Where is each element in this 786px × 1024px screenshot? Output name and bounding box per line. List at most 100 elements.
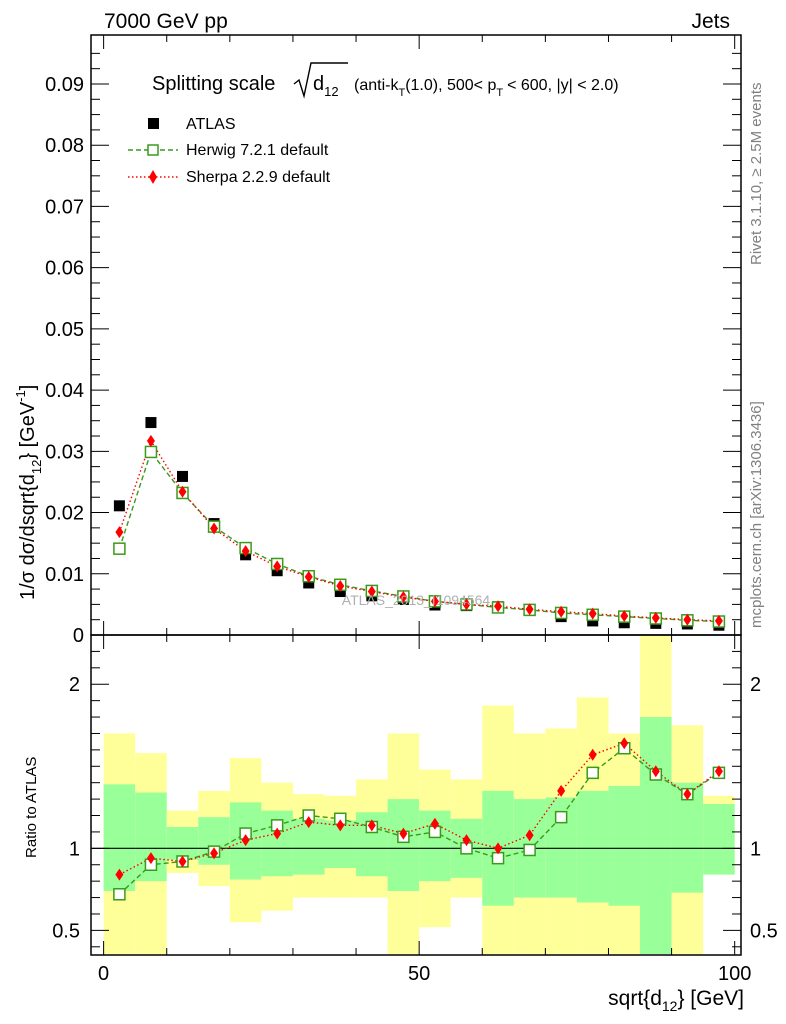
legend-label-sherpa: Sherpa 2.2.9 default [186,169,331,186]
main-point-herwig [144,445,158,459]
ratio-band-inner [608,785,641,906]
y-tick-label: 0.06 [45,258,84,280]
ratio-point-sherpa [714,765,723,778]
main-point-sherpa [304,570,313,583]
x-tick-label: 100 [718,963,751,985]
ratio-point-sherpa [557,784,566,797]
ratio-point-herwig [113,888,126,901]
ratio-band-inner [576,790,609,903]
ratio-point-sherpa [683,788,692,801]
legend-marker-sherpa [149,170,157,184]
ratio-point-sherpa [210,847,219,860]
ratio-point-sherpa [525,829,534,842]
analysis-watermark: ATLAS_2013_I1094564 [342,592,491,608]
ratio-point-sherpa [651,765,660,778]
ratio-bands [103,636,735,954]
y-tick-label: 0.07 [45,196,84,218]
ratio-point-sherpa [304,816,313,829]
x-tick-label: 0 [98,963,109,985]
ratio-band-inner [292,818,325,875]
ratio-point-sherpa [430,817,439,830]
x-axis-label: sqrt{d12} [GeV] [608,987,744,1014]
y-tick-label: 0.05 [45,319,84,341]
main-point-sherpa [620,610,629,623]
ratio-point-sherpa [178,855,187,868]
main-point-sherpa [273,560,282,573]
ratio-y-tick-label-left: 2 [69,674,80,696]
main-point-sherpa [651,611,660,624]
main-point-atlas [145,417,157,429]
y-tick-label: 0 [73,625,84,647]
ratio-point-sherpa [494,842,503,855]
y-tick-label: 0.04 [45,380,84,402]
ratio-band-inner [166,827,199,860]
ratio-point-herwig [586,766,599,780]
main-point-atlas [303,577,315,589]
main-point-sherpa [336,580,345,593]
main-point-sherpa [525,603,534,616]
main-point-sherpa [588,607,597,620]
y-axis-label-main: 1/σ dσ/dsqrt{d12} [GeV-1] [13,385,44,600]
y-tick-label: 0.08 [45,135,84,157]
y-tick-label: 0.09 [45,74,84,96]
legend-label-herwig: Herwig 7.2.1 default [186,142,329,159]
ratio-point-herwig [554,810,568,824]
main-point-sherpa [399,591,408,604]
ratio-y-tick-label-right: 1 [750,838,761,860]
legend-entry-sherpa: Sherpa 2.2.9 default [128,169,331,186]
y-tick-label: 0.02 [45,503,84,525]
ratio-point-sherpa [588,748,597,761]
ratio-y-tick-label-left: 1 [69,838,80,860]
main-point-sherpa [210,522,219,535]
main-point-sherpa [683,613,692,626]
y-tick-label: 0.03 [45,441,84,463]
mcplots-label: mcplots.cern.ch [arXiv:1306.3436] [748,401,765,628]
ratio-point-sherpa [241,834,250,847]
ratio-panel-frame [90,634,742,956]
rivet-label: Rivet 3.1.10, ≥ 2.5M events [748,83,765,266]
sqrt-symbol [293,62,348,99]
legend-marker-atlas [148,118,159,129]
legend-entry-herwig: Herwig 7.2.1 default [128,142,329,159]
main-point-sherpa [557,605,566,618]
y-tick-label: 0.01 [45,564,84,586]
ratio-point-sherpa [336,819,345,832]
ratio-panel-content [91,737,741,901]
ratio-point-sherpa [399,827,408,840]
legend-entry-atlas: ATLAS [148,116,236,133]
legend: ATLAS Herwig 7.2.1 default Sherpa 2.2.9 … [128,116,331,186]
ratio-point-sherpa [462,834,471,847]
legend-marker-herwig [147,144,159,156]
ratio-y-tick-label-right: 0.5 [750,920,778,942]
ratio-point-sherpa [146,852,155,865]
ratio-point-sherpa [273,827,282,840]
ratio-band-inner [387,799,420,891]
legend-label-atlas: ATLAS [186,116,236,133]
main-point-sherpa [241,545,250,558]
ratio-point-sherpa [367,819,376,832]
header-left: 7000 GeV pp [104,10,228,33]
axes-ticks: 0 50 100 0 0.01 0.02 0.03 0.04 0.05 0.06 0.07 0.08 0… [45,35,778,985]
main-point-sherpa [178,485,187,498]
main-point-sherpa [367,585,376,598]
ratio-y-tick-label-left: 0.5 [52,920,80,942]
plot-title: Splitting scale [152,73,275,95]
main-point-sherpa [115,526,124,539]
main-point-atlas [113,500,125,512]
ratio-band-inner [640,717,672,954]
main-point-sherpa [462,598,471,611]
ratio-y-tick-label-right: 2 [750,674,761,696]
header-right: Jets [691,10,730,33]
ratio-point-herwig [523,843,536,857]
main-point-atlas [177,470,189,482]
x-tick-label: 50 [408,963,430,985]
main-point-sherpa [714,614,723,627]
main-point-sherpa [430,595,439,608]
plot-title-conditions: (anti-kT(1.0), 500< pT < 600, |y| < 2.0) [354,77,619,99]
main-point-herwig [113,542,126,555]
y-axis-label-ratio: Ratio to ATLAS [23,757,40,858]
ratio-band-inner [703,804,735,875]
main-panel-series [113,417,726,631]
ratio-band-inner [671,782,704,893]
